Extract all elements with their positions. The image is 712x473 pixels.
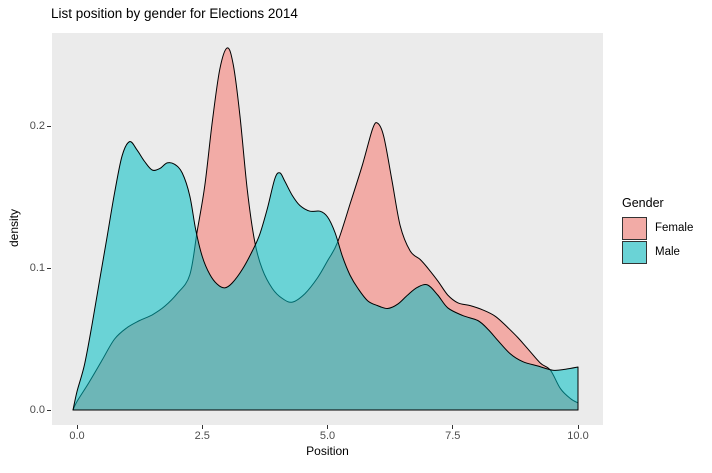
x-tick-mark [201,425,203,429]
male-color-swatch [622,240,647,264]
x-tick-mark [327,425,328,429]
y-axis-title: density [7,208,21,248]
chart-title: List position by gender for Elections 20… [51,6,298,21]
x-tick-label: 0.0 [69,430,85,442]
female-color-swatch [622,216,647,240]
y-tick-label: 0.2 [29,120,45,132]
y-tick-mark [47,409,51,411]
legend-label-male: Male [655,246,680,258]
x-tick-label: 5.0 [319,430,336,442]
legend-label-female: Female [655,222,694,234]
plot-panel [52,33,603,425]
density-area-male [72,141,579,411]
x-axis-title: Position [306,444,349,458]
legend-title: Gender [622,196,664,210]
x-tick-label: 7.5 [445,430,461,442]
y-tick-label: 0.0 [29,404,45,416]
legend-entry-male: Male [622,240,693,264]
y-tick-mark [47,267,51,269]
x-tick-label: 10.0 [567,430,589,442]
y-tick-mark [47,125,51,127]
density-curves [72,47,579,411]
legend-entry-female: Female [622,216,694,240]
x-tick-mark [76,425,78,429]
x-tick-mark [452,425,454,429]
legend: Gender Female Male [622,196,693,265]
x-tick-mark [577,425,579,429]
x-tick-label: 2.5 [194,430,210,442]
y-tick-label: 0.1 [29,262,45,274]
